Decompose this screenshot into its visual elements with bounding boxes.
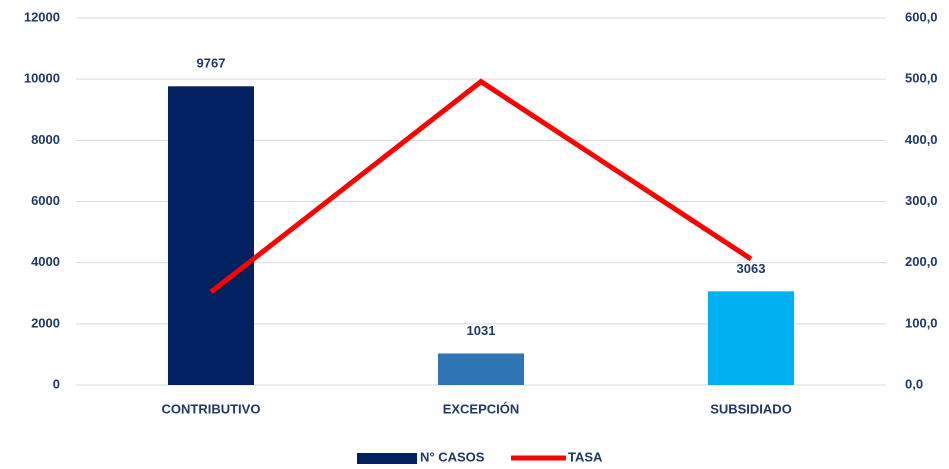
bar <box>708 291 794 385</box>
y-tick-label: 8000 <box>31 132 60 147</box>
bar <box>168 86 254 386</box>
data-label: 9767 <box>197 56 226 71</box>
legend-label: TASA <box>568 449 603 464</box>
x-tick-label: SUBSIDIADO <box>710 401 792 416</box>
y2-tick-label: 200,0 <box>905 254 938 269</box>
y2-tick-label: 0,0 <box>905 376 923 391</box>
y-tick-label: 12000 <box>24 9 60 24</box>
x-tick-label: EXCEPCIÓN <box>443 401 520 416</box>
y-tick-label: 6000 <box>31 193 60 208</box>
data-label: 1031 <box>467 323 496 338</box>
y2-tick-label: 500,0 <box>905 71 938 86</box>
line <box>209 78 753 294</box>
y-tick-label: 2000 <box>31 315 60 330</box>
y-tick-label: 0 <box>53 376 60 391</box>
legend-swatch <box>357 453 417 464</box>
data-label: 3063 <box>737 261 766 276</box>
y-tick-label: 10000 <box>24 71 60 86</box>
bar <box>438 353 524 385</box>
x-tick-label: CONTRIBUTIVO <box>162 401 261 416</box>
y2-tick-label: 400,0 <box>905 132 938 147</box>
y-tick-label: 4000 <box>31 254 60 269</box>
legend-label: N° CASOS <box>420 449 485 464</box>
y2-tick-label: 300,0 <box>905 193 938 208</box>
y2-tick-label: 600,0 <box>905 9 938 24</box>
y2-tick-label: 100,0 <box>905 315 938 330</box>
